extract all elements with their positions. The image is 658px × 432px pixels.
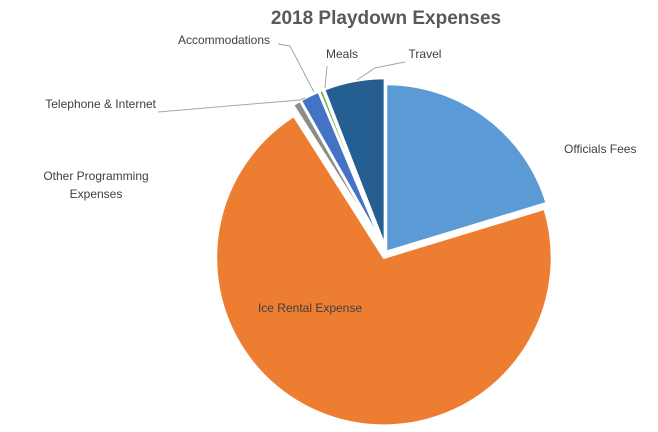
label-telephone-and-internet: Telephone & Internet (45, 97, 156, 111)
label-travel: Travel (409, 47, 442, 61)
leader-line-telephone-and-internet (157, 97, 306, 113)
label-officials-fees: Officials Fees (564, 142, 636, 156)
leader-line-meals (324, 65, 328, 89)
slice-labels: Officials Fees Ice Rental Expense Other Pr… (43, 33, 636, 315)
slice-officials-fees (384, 82, 548, 254)
slice-ice-rental-expense (214, 114, 554, 427)
label-meals: Meals (326, 47, 358, 61)
leader-line-travel (356, 61, 406, 81)
pie-slices (214, 76, 554, 427)
label-other-programming-expenses: Other Programming Expenses (43, 169, 148, 201)
label-ice-rental-expense: Ice Rental Expense (258, 301, 362, 315)
label-accommodations: Accommodations (178, 33, 270, 47)
chart-title: 2018 Playdown Expenses (271, 8, 501, 29)
leader-line-accommodations (277, 43, 315, 93)
slice-travel (322, 76, 387, 248)
leader-lines (157, 43, 406, 113)
